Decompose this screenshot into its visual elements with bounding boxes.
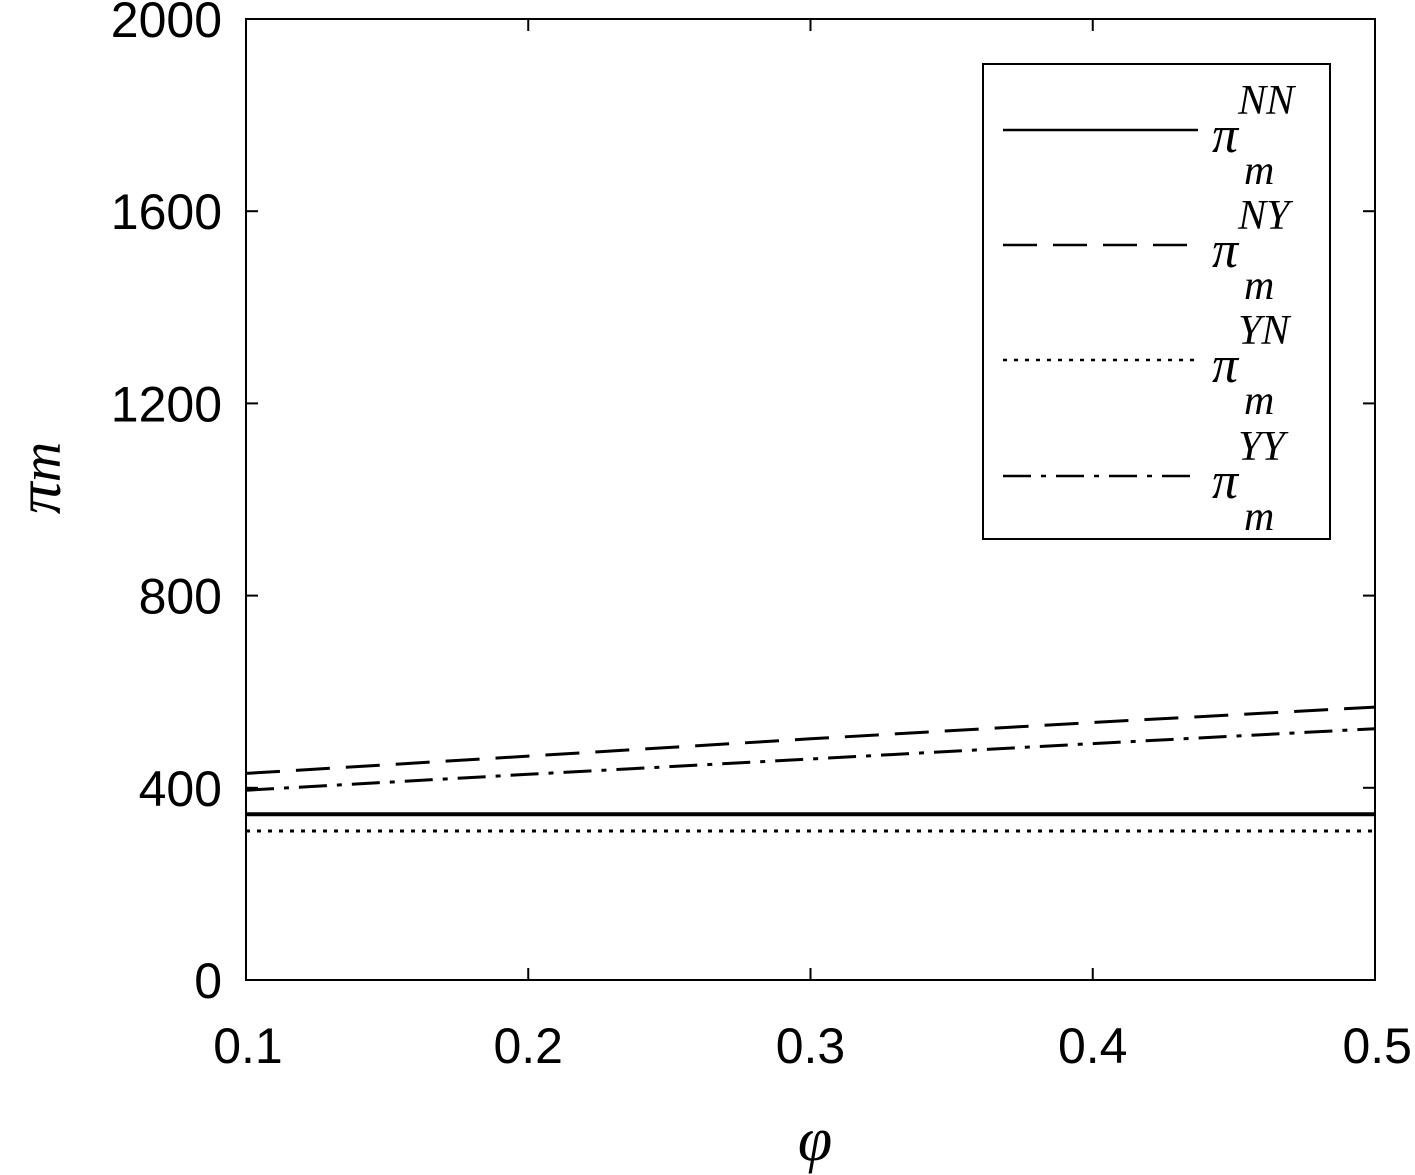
tick-layer: 0 400 800 1200 1600 2000 0.1 0.2 0.3 0.4 0.5: [111, 0, 1412, 1074]
y-axis-label-sub: m: [11, 442, 73, 482]
y-axis-label-base: π: [3, 480, 74, 514]
x-tick-label: 0.5: [1342, 1018, 1412, 1074]
legend-label-nn: πNN m: [1212, 78, 1296, 194]
legend-label-ny: πNY m: [1212, 193, 1294, 309]
x-axis-label: φ: [798, 1106, 832, 1174]
legend-label-yy: πYY m: [1212, 424, 1289, 540]
y-axis-label: πm: [3, 442, 74, 515]
y-tick-label: 400: [139, 761, 222, 817]
series-layer: [245, 705, 1376, 833]
x-tick-label: 0.3: [776, 1018, 846, 1074]
x-tick-label: 0.4: [1058, 1018, 1128, 1074]
y-tick-label: 800: [139, 569, 222, 625]
y-tick-label: 0: [194, 953, 222, 1009]
y-tick-label: 2000: [111, 0, 222, 48]
x-tick-label: 0.1: [213, 1018, 283, 1074]
y-tick-label: 1600: [111, 184, 222, 240]
y-tick-label: 1200: [111, 376, 222, 432]
x-tick-label: 0.2: [493, 1018, 563, 1074]
series-line-ny: [245, 705, 1376, 775]
series-line-yy: [245, 727, 1376, 792]
legend-box: [982, 63, 1331, 540]
svg-text:πm: πm: [3, 442, 74, 515]
legend-label-yn: πYN m: [1212, 308, 1291, 424]
